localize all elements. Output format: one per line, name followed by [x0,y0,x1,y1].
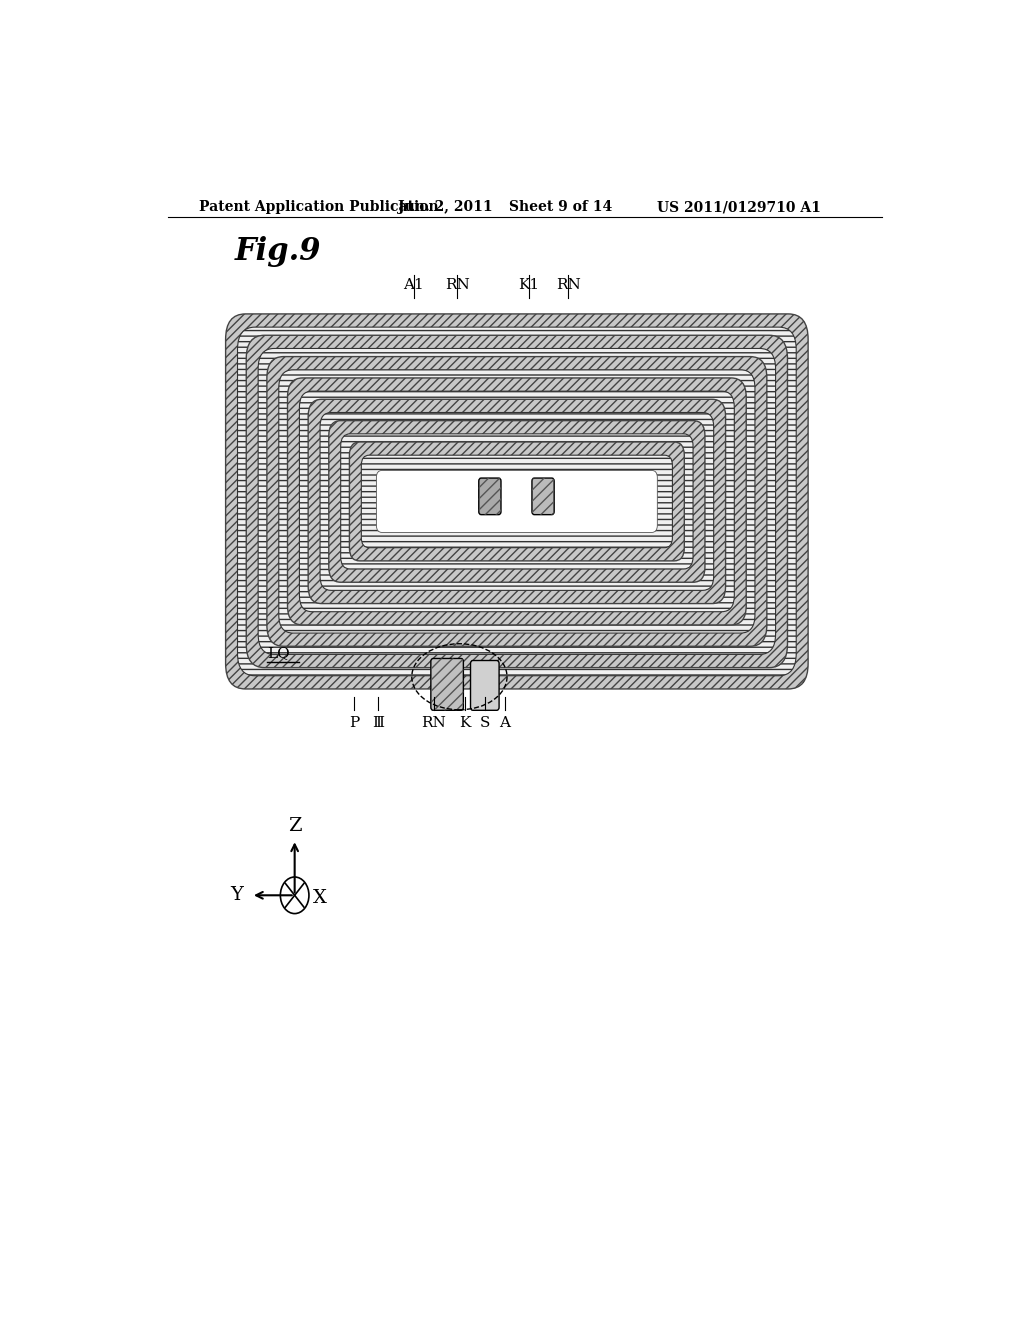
Text: LQ: LQ [267,647,290,660]
FancyBboxPatch shape [531,478,554,515]
Text: US 2011/0129710 A1: US 2011/0129710 A1 [657,201,821,214]
Text: Y: Y [230,886,243,904]
FancyBboxPatch shape [314,407,719,597]
Text: A1: A1 [403,279,424,293]
FancyBboxPatch shape [377,470,657,532]
Text: Fig.9: Fig.9 [236,236,322,268]
FancyBboxPatch shape [321,412,714,590]
Text: A: A [500,715,510,730]
FancyBboxPatch shape [288,378,746,624]
FancyBboxPatch shape [258,348,775,655]
FancyBboxPatch shape [225,314,808,689]
FancyBboxPatch shape [246,335,787,668]
FancyBboxPatch shape [267,356,767,647]
Text: P: P [349,715,359,730]
FancyBboxPatch shape [349,442,684,561]
Text: Sheet 9 of 14: Sheet 9 of 14 [509,201,612,214]
Text: S: S [480,715,490,730]
FancyBboxPatch shape [355,449,678,554]
FancyBboxPatch shape [294,385,740,618]
Text: Jun. 2, 2011: Jun. 2, 2011 [398,201,493,214]
FancyBboxPatch shape [329,421,705,582]
FancyBboxPatch shape [253,342,781,660]
FancyBboxPatch shape [431,659,464,710]
Text: Patent Application Publication: Patent Application Publication [200,201,439,214]
Text: RN: RN [421,715,445,730]
FancyBboxPatch shape [470,660,499,710]
Text: K1: K1 [518,279,540,293]
FancyBboxPatch shape [279,370,755,634]
Text: X: X [313,890,327,907]
Text: Ⅲ: Ⅲ [372,715,384,730]
Text: RN: RN [556,279,581,293]
FancyBboxPatch shape [479,478,501,515]
FancyBboxPatch shape [308,399,726,603]
FancyBboxPatch shape [361,455,673,548]
Bar [231,321,803,682]
Text: Z: Z [288,817,301,836]
Text: K: K [460,715,471,730]
FancyBboxPatch shape [273,364,761,639]
FancyBboxPatch shape [335,428,698,576]
FancyBboxPatch shape [238,327,797,676]
FancyBboxPatch shape [341,434,693,569]
Text: RN: RN [445,279,470,293]
FancyBboxPatch shape [299,391,734,611]
